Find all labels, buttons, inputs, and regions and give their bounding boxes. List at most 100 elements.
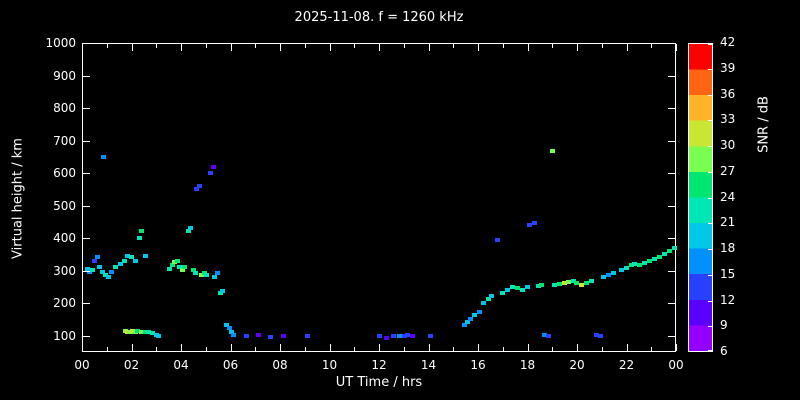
x-tick-mark bbox=[379, 44, 380, 51]
x-minor-tick-mark bbox=[156, 347, 158, 351]
x-tick-mark bbox=[131, 344, 133, 351]
colorbar-tick-mark bbox=[708, 120, 712, 122]
data-point bbox=[532, 221, 538, 226]
x-tick-mark bbox=[280, 44, 281, 51]
data-point bbox=[606, 273, 612, 278]
data-point bbox=[194, 187, 200, 192]
y-tick-mark bbox=[83, 205, 90, 207]
data-point bbox=[579, 282, 585, 287]
data-point bbox=[671, 246, 677, 251]
data-point bbox=[100, 155, 106, 160]
data-point bbox=[210, 164, 216, 169]
data-point bbox=[538, 282, 544, 287]
data-point bbox=[185, 229, 191, 234]
data-point bbox=[121, 258, 127, 263]
y-tick-mark bbox=[668, 75, 675, 77]
data-point bbox=[196, 184, 202, 189]
data-point bbox=[462, 323, 468, 328]
data-point bbox=[574, 280, 580, 285]
data-point bbox=[188, 226, 194, 231]
data-point bbox=[584, 280, 590, 285]
y-tick-mark bbox=[83, 173, 90, 175]
data-point bbox=[211, 274, 217, 279]
data-point bbox=[527, 222, 533, 227]
y-tick-mark bbox=[668, 205, 675, 207]
data-point bbox=[224, 323, 230, 328]
data-point bbox=[542, 332, 548, 337]
data-point bbox=[226, 326, 232, 331]
y-tick-mark bbox=[668, 335, 675, 337]
x-tick-mark bbox=[230, 44, 232, 51]
colorbar-tick-mark bbox=[708, 94, 712, 96]
data-point bbox=[549, 148, 555, 153]
data-point bbox=[132, 258, 138, 263]
x-tick-label: 00 bbox=[668, 358, 684, 372]
x-tick-mark bbox=[478, 344, 479, 351]
data-point bbox=[268, 335, 274, 340]
data-point bbox=[156, 334, 162, 339]
data-point bbox=[167, 266, 173, 271]
data-point bbox=[647, 258, 653, 263]
x-minor-tick-mark bbox=[255, 44, 257, 48]
x-tick-mark bbox=[577, 344, 578, 351]
x-tick-mark bbox=[428, 44, 430, 51]
data-point bbox=[510, 285, 516, 290]
data-point bbox=[628, 263, 634, 268]
data-point bbox=[190, 268, 196, 273]
data-point bbox=[220, 289, 226, 294]
colorbar-tick-label: 12 bbox=[720, 292, 736, 307]
data-point bbox=[142, 330, 148, 335]
data-point bbox=[525, 285, 530, 290]
x-tick-mark bbox=[428, 344, 430, 351]
y-tick-label: 1000 bbox=[45, 36, 76, 50]
colorbar-tick-label: 15 bbox=[720, 266, 736, 281]
x-minor-tick-mark bbox=[651, 347, 653, 351]
x-tick-label: 02 bbox=[123, 358, 140, 372]
x-tick-mark bbox=[181, 44, 182, 51]
y-tick-label: 900 bbox=[53, 68, 76, 83]
colorbar-tick-label: 18 bbox=[720, 241, 736, 255]
data-point bbox=[118, 261, 123, 266]
data-point bbox=[231, 332, 237, 337]
y-tick-label: 100 bbox=[53, 328, 76, 343]
data-point bbox=[471, 313, 477, 318]
data-point bbox=[92, 258, 98, 263]
data-point bbox=[520, 287, 526, 292]
y-tick-mark bbox=[83, 43, 90, 44]
data-point bbox=[623, 265, 629, 270]
y-tick-label: 200 bbox=[53, 296, 76, 311]
data-point bbox=[637, 263, 643, 268]
colorbar-tick-label: 24 bbox=[720, 189, 736, 204]
x-minor-tick-mark bbox=[354, 347, 356, 351]
data-point bbox=[84, 266, 90, 271]
colorbar-tick-mark bbox=[708, 249, 712, 250]
x-tick-label: 16 bbox=[470, 358, 486, 372]
x-tick-label: 12 bbox=[371, 358, 387, 372]
x-tick-mark bbox=[478, 44, 479, 51]
data-point bbox=[589, 278, 595, 283]
colorbar-tick-label: 9 bbox=[720, 318, 728, 333]
data-point bbox=[656, 255, 662, 260]
data-point bbox=[427, 333, 433, 338]
colorbar-tick-label: 39 bbox=[720, 60, 736, 75]
x-tick-mark bbox=[626, 344, 628, 351]
data-point bbox=[377, 334, 382, 339]
y-tick-mark bbox=[83, 335, 90, 337]
data-point bbox=[125, 253, 131, 258]
data-point bbox=[570, 278, 576, 283]
x-tick-mark bbox=[329, 44, 331, 51]
plot-area bbox=[82, 43, 677, 352]
data-point bbox=[410, 334, 416, 339]
x-minor-tick-mark bbox=[304, 347, 306, 351]
colorbar-tick-label: 33 bbox=[720, 112, 736, 127]
colorbar-tick-mark bbox=[708, 223, 712, 225]
y-tick-mark bbox=[83, 238, 90, 240]
x-minor-tick-mark bbox=[106, 347, 108, 351]
data-point bbox=[129, 255, 135, 260]
data-point bbox=[99, 269, 105, 274]
x-minor-tick-mark bbox=[601, 347, 603, 351]
data-point bbox=[182, 264, 188, 269]
x-minor-tick-mark bbox=[304, 44, 306, 48]
data-point bbox=[396, 333, 402, 338]
